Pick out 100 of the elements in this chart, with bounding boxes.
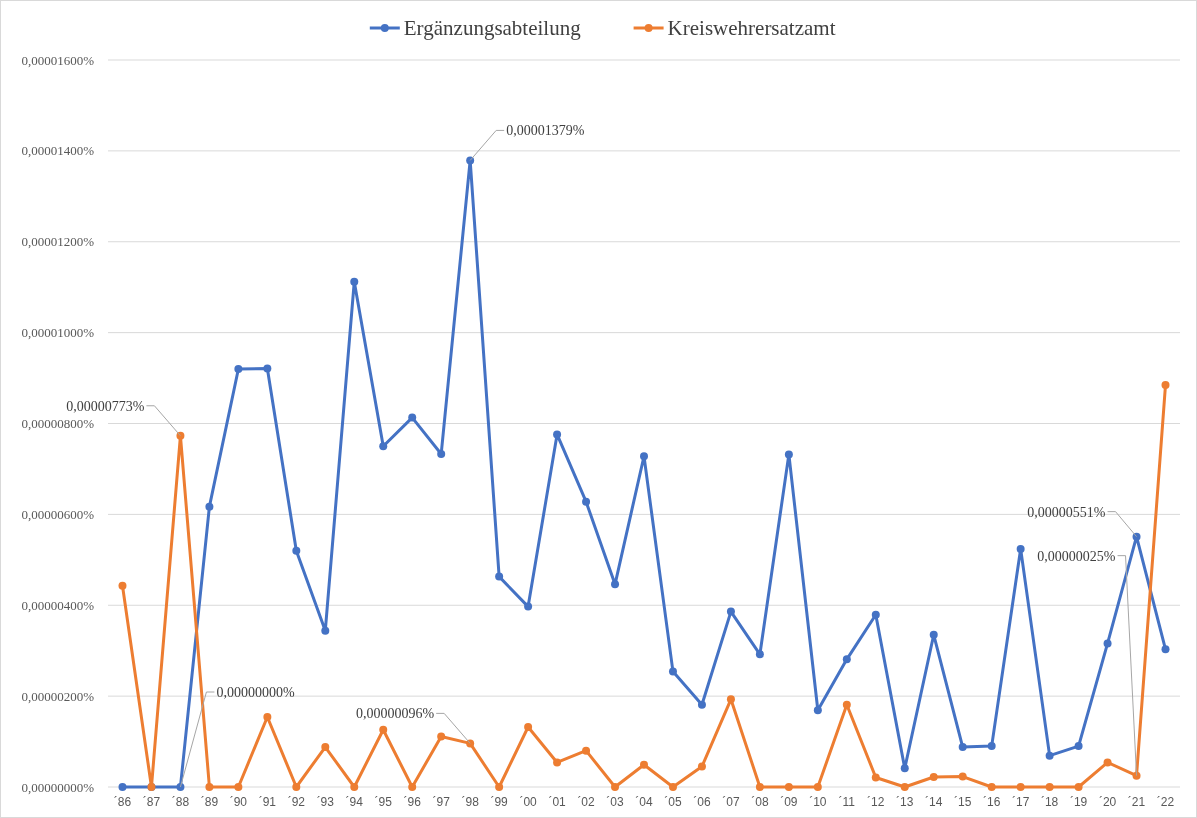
x-tick-label: ´97: [432, 795, 451, 809]
point: [726, 695, 735, 704]
point: [350, 277, 359, 286]
point: [118, 783, 127, 791]
x-tick-label: ´19: [1069, 795, 1088, 809]
x-tick-label: ´90: [229, 795, 248, 809]
data-label: 0,00001379%: [506, 123, 585, 139]
point: [640, 760, 648, 769]
y-tick-label: 0,00001000%: [21, 325, 95, 341]
y-tick-label: 0,00000600%: [21, 506, 95, 522]
point: [118, 581, 127, 590]
x-tick-label: ´91: [258, 795, 277, 809]
x-tick-label: ´04: [635, 795, 653, 809]
data-label: 0,00000773%: [66, 398, 145, 414]
x-tick-label: ´14: [925, 795, 943, 809]
x-tick-label: ´86: [113, 795, 132, 809]
x-tick-label: ´05: [664, 795, 682, 809]
point: [929, 630, 938, 639]
point: [350, 783, 359, 791]
point: [842, 655, 851, 664]
point: [437, 449, 446, 458]
point: [987, 783, 996, 791]
y-tick-label: 0,00000400%: [21, 597, 95, 613]
point: [987, 742, 996, 751]
x-tick-label: ´21: [1127, 795, 1146, 809]
point: [524, 723, 533, 732]
point: [611, 580, 620, 589]
point: [263, 713, 272, 722]
point: [813, 783, 822, 791]
point: [176, 783, 185, 791]
point: [582, 746, 591, 755]
point: [697, 700, 706, 709]
y-tick-label: 0,00000200%: [21, 688, 95, 704]
point: [205, 783, 214, 791]
legend-label: Kreiswehrersatzamt: [667, 16, 836, 41]
x-tick-label: ´17: [1011, 795, 1030, 809]
point: [1103, 758, 1112, 767]
point: [553, 430, 562, 439]
x-tick-label: ´03: [606, 795, 625, 809]
point: [263, 364, 272, 373]
y-tick-label: 0,00001600%: [21, 52, 95, 68]
x-tick-label: ´95: [374, 795, 393, 809]
point: [958, 743, 967, 752]
x-tick-label: ´99: [490, 795, 509, 809]
x-tick-label: ´98: [461, 795, 480, 809]
point: [697, 762, 706, 771]
point: [755, 783, 764, 791]
point: [1045, 751, 1054, 760]
x-tick-label: ´06: [693, 795, 711, 809]
point: [784, 783, 793, 791]
point: [292, 546, 301, 555]
y-tick-label: 0,00000800%: [21, 416, 95, 432]
x-tick-label: ´08: [751, 795, 769, 809]
x-tick-label: ´11: [838, 795, 856, 809]
x-tick-label: ´93: [316, 795, 335, 809]
point: [379, 442, 388, 451]
legend-label: Ergänzungsabteilung: [403, 16, 582, 41]
point: [784, 450, 793, 459]
x-tick-label: ´09: [780, 795, 798, 809]
x-tick-label: ´89: [200, 795, 219, 809]
x-tick-label: ´00: [519, 795, 538, 809]
x-tick-label: ´22: [1156, 795, 1175, 809]
x-tick-label: ´10: [809, 795, 827, 809]
point: [234, 364, 243, 373]
point: [640, 452, 648, 461]
x-tick-label: ´96: [403, 795, 422, 809]
x-tick-label: ´16: [983, 795, 1001, 809]
point: [900, 783, 909, 791]
x-tick-label: ´87: [142, 795, 161, 809]
point: [755, 650, 764, 659]
point: [1074, 783, 1083, 791]
point: [813, 706, 822, 715]
x-tick-label: ´07: [722, 795, 740, 809]
point: [1103, 639, 1112, 648]
data-label: 0,00000096%: [355, 706, 435, 722]
point: [524, 602, 533, 611]
data-label: 0,00000000%: [216, 684, 295, 700]
point: [668, 667, 677, 676]
point: [1045, 783, 1054, 791]
point: [871, 610, 880, 619]
x-tick-label: ´13: [896, 795, 914, 809]
point: [495, 783, 504, 791]
point: [1074, 742, 1083, 751]
x-tick-label: ´88: [171, 795, 190, 809]
point: [205, 502, 214, 511]
point: [408, 413, 417, 422]
point: [726, 607, 735, 616]
point: [437, 732, 446, 741]
x-tick-label: ´20: [1098, 795, 1117, 809]
point: [929, 773, 938, 781]
point: [321, 626, 330, 635]
y-tick-label: 0,00001400%: [21, 143, 95, 159]
x-tick-label: ´12: [867, 795, 885, 809]
y-tick-label: 0,00001200%: [21, 234, 95, 250]
point: [292, 783, 301, 791]
x-tick-label: ´01: [548, 795, 567, 809]
point: [668, 783, 677, 791]
point: [495, 572, 504, 581]
y-tick-label: 0,00000000%: [21, 779, 95, 795]
x-tick-label: ´94: [345, 795, 364, 809]
